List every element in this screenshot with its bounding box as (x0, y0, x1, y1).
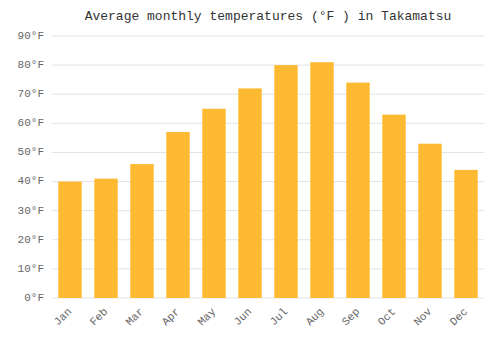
bar (238, 88, 261, 298)
y-tick-label: 80°F (18, 59, 44, 71)
x-tick-label: Dec (448, 306, 470, 328)
y-tick-label: 60°F (18, 117, 44, 129)
bar (130, 164, 153, 298)
bar (166, 132, 189, 298)
y-tick-label: 90°F (18, 30, 44, 42)
chart: 0°F 10°F 20°F 30°F 40°F 50°F 60°F 70°F 80°F 90°F J… (0, 0, 500, 350)
bar (202, 109, 225, 298)
x-tick-label: Mar (124, 306, 146, 328)
bars (58, 62, 477, 298)
grid-line (52, 123, 484, 124)
bar (58, 182, 81, 298)
title: Average monthly temperatures (°F ) in Ta… (85, 9, 452, 24)
bar (346, 83, 369, 298)
y-tick-label: 20°F (18, 234, 44, 246)
x-tick-label: Nov (412, 305, 435, 328)
y-tick-label: 70°F (18, 88, 44, 100)
grid (52, 36, 484, 298)
x-tick-label: Oct (376, 306, 398, 328)
y-tick-label: 30°F (18, 205, 44, 217)
x-tick-label: Jun (232, 306, 254, 328)
grid-line (52, 36, 484, 37)
bar (94, 179, 117, 298)
y-axis: 0°F 10°F 20°F 30°F 40°F 50°F 60°F 70°F 80°F 90°F (18, 30, 44, 304)
x-tick-label: Jul (268, 306, 290, 328)
y-tick-label: 0°F (24, 292, 44, 304)
y-tick-label: 10°F (18, 263, 44, 275)
x-tick-label: Apr (160, 306, 182, 328)
x-tick-label: May (196, 305, 219, 328)
bar (274, 65, 297, 298)
bar (382, 115, 405, 298)
bar (418, 144, 441, 298)
y-tick-label: 50°F (18, 146, 44, 158)
x-tick-label: Sep (340, 306, 362, 328)
x-tick-label: Jan (52, 306, 74, 328)
y-tick-label: 40°F (18, 175, 44, 187)
grid-line (52, 94, 484, 95)
x-tick-label: Aug (304, 306, 326, 328)
bar (310, 62, 333, 298)
bar (454, 170, 477, 298)
grid-line (52, 65, 484, 66)
x-tick-label: Feb (88, 306, 110, 328)
x-axis: Jan Feb Mar Apr May Jun Jul Aug Sep Oct Nov Dec (52, 305, 470, 328)
